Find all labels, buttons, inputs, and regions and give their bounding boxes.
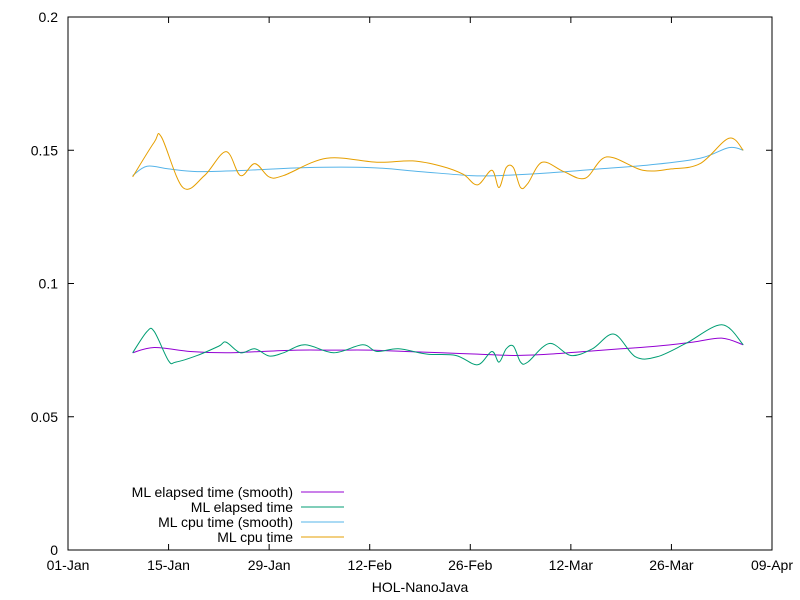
legend-label: ML elapsed time (191, 499, 293, 515)
y-tick-label: 0 (50, 542, 58, 558)
plot-frame (67, 16, 773, 551)
x-tick-label: 15-Jan (147, 557, 190, 573)
y-axis-ticks: 0 0.05 0.1 0.15 0.2 (31, 9, 772, 558)
series-line-ml-elapsed-time (132, 324, 744, 366)
legend-label: ML elapsed time (smooth) (132, 484, 293, 500)
legend-label: ML cpu time (217, 529, 293, 545)
x-tick-label: 29-Jan (248, 557, 291, 573)
series-line-ml-elapsed-time-smooth (132, 337, 744, 356)
x-tick-label: 12-Mar (549, 557, 594, 573)
x-tick-label: 26-Mar (649, 557, 694, 573)
series-line-ml-cpu-time-smooth (132, 146, 744, 177)
y-tick-label: 0.05 (31, 409, 58, 425)
y-tick-label: 0.2 (39, 9, 59, 25)
x-axis-label: HOL-NanoJava (372, 579, 469, 595)
x-tick-label: 01-Jan (47, 557, 90, 573)
x-tick-label: 26-Feb (448, 557, 493, 573)
y-tick-label: 0.15 (31, 142, 58, 158)
y-tick-label: 0.1 (39, 276, 59, 292)
series-lines (132, 133, 744, 366)
x-tick-label: 12-Feb (348, 557, 393, 573)
x-tick-label: 09-Apr (751, 557, 793, 573)
x-axis-ticks: 01-Jan 15-Jan 29-Jan 12-Feb 26-Feb 12-Mar 26-M… (47, 17, 793, 573)
series-line-ml-cpu-time (132, 133, 744, 190)
legend-label: ML cpu time (smooth) (158, 514, 293, 530)
legend: ML elapsed time (smooth)ML elapsed timeM… (132, 484, 344, 545)
